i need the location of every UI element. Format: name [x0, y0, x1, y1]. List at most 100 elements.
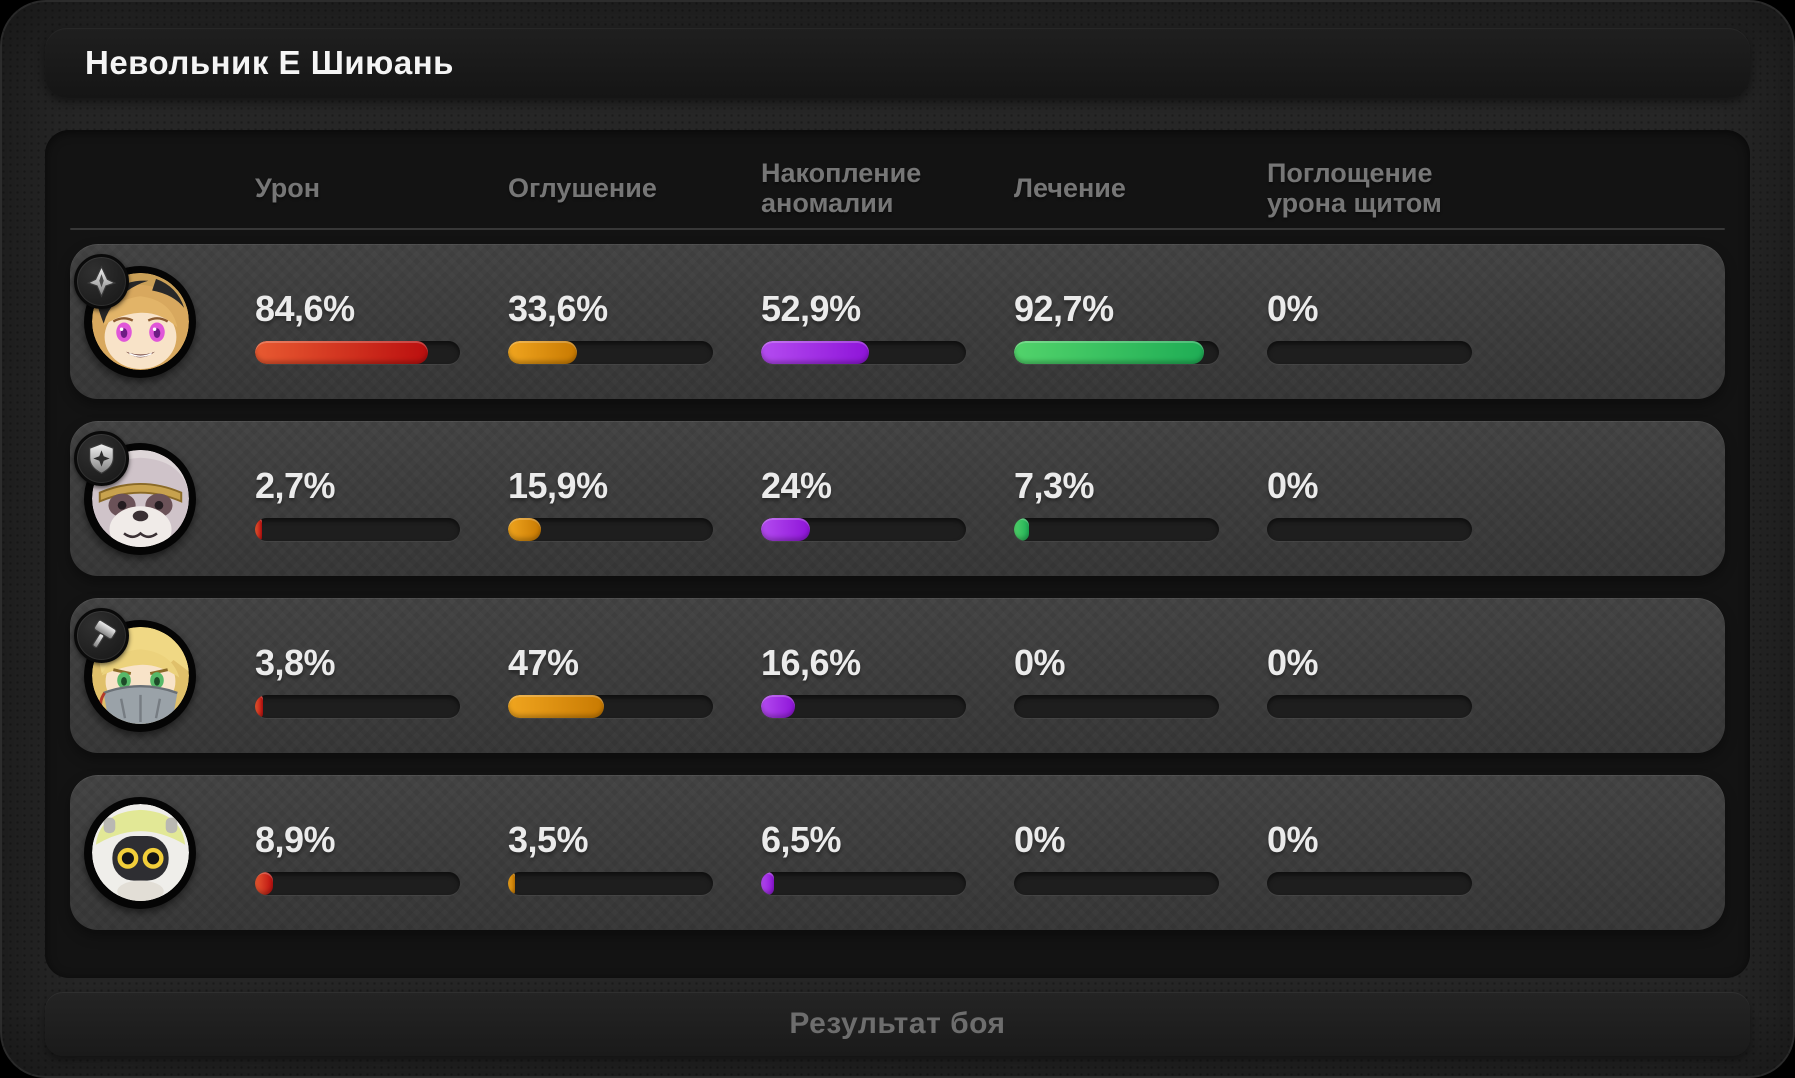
- stat-bar-track: [1267, 871, 1472, 895]
- column-header-stun: Оглушение: [508, 172, 657, 203]
- stat-cell-healing: 7,3%: [1014, 457, 1267, 541]
- stat-bar-fill: [761, 694, 796, 718]
- stat-bar-fill: [508, 694, 605, 718]
- stun-badge-icon: [74, 608, 129, 663]
- stat-bar-track: [761, 340, 966, 364]
- stat-bar-track: [255, 871, 460, 895]
- stat-row: 84,6% 33,6% 52,9% 92,7% 0%: [70, 244, 1725, 399]
- stat-bar-track: [1014, 871, 1219, 895]
- stat-cell-anomaly-buildup: 6,5%: [761, 811, 1014, 895]
- stat-cell-shield-absorb: 0%: [1267, 811, 1520, 895]
- stat-cell-shield-absorb: 0%: [1267, 280, 1520, 364]
- stat-bar-track: [255, 517, 460, 541]
- stat-value: 3,5%: [508, 818, 589, 860]
- stat-cell-damage: 8,9%: [255, 811, 508, 895]
- battle-result-label: Результат боя: [789, 1007, 1006, 1040]
- column-header-damage: Урон: [255, 172, 321, 203]
- page-title: Невольник Е Шиюань: [85, 44, 454, 81]
- stat-bar-track: [761, 517, 966, 541]
- stat-cell-anomaly-buildup: 16,6%: [761, 634, 1014, 718]
- stat-cell-shield-absorb: 0%: [1267, 457, 1520, 541]
- stat-bar-fill: [255, 871, 274, 895]
- stat-bar-track: [1014, 694, 1219, 718]
- stat-value: 0%: [1267, 818, 1319, 860]
- stat-value: 24%: [761, 464, 832, 506]
- stat-value: 84,6%: [255, 287, 355, 329]
- avatar-cell: [70, 421, 255, 576]
- stat-cell-stun: 15,9%: [508, 457, 761, 541]
- stat-value: 8,9%: [255, 818, 336, 860]
- column-headers: Урон Оглушение Накопление аномалии Лечение П…: [70, 152, 1725, 224]
- stat-value: 0%: [1014, 818, 1066, 860]
- stat-bar-track: [1267, 340, 1472, 364]
- stat-bar-fill: [761, 340, 870, 364]
- assault-badge-icon: [74, 254, 129, 309]
- stat-value: 0%: [1267, 641, 1319, 683]
- stat-bar-fill: [508, 871, 516, 895]
- stat-value: 33,6%: [508, 287, 608, 329]
- stat-row: 8,9% 3,5% 6,5% 0% 0%: [70, 775, 1725, 930]
- stat-cell-stun: 47%: [508, 634, 761, 718]
- stat-bar-track: [761, 871, 966, 895]
- stat-bar-fill: [1014, 340, 1205, 364]
- stat-value: 52,9%: [761, 287, 861, 329]
- stat-row: 2,7% 15,9% 24% 7,3% 0%: [70, 421, 1725, 576]
- stat-bar-fill: [508, 340, 577, 364]
- stat-value: 47%: [508, 641, 579, 683]
- stat-bar-fill: [508, 517, 541, 541]
- stat-cell-healing: 92,7%: [1014, 280, 1267, 364]
- stat-bar-track: [508, 694, 713, 718]
- stat-cell-stun: 33,6%: [508, 280, 761, 364]
- avatar-cell: [70, 244, 255, 399]
- stat-bar-track: [508, 517, 713, 541]
- stat-bar-track: [1267, 694, 1472, 718]
- defense-badge-icon: [74, 431, 129, 486]
- stat-value: 0%: [1014, 641, 1066, 683]
- stat-bar-fill: [761, 517, 811, 541]
- stat-value: 92,7%: [1014, 287, 1114, 329]
- column-header-shield-absorb: Поглощение урона щитом: [1267, 157, 1442, 218]
- stat-bar-fill: [1014, 517, 1029, 541]
- stat-bar-track: [1267, 517, 1472, 541]
- stat-cell-healing: 0%: [1014, 811, 1267, 895]
- column-header-healing: Лечение: [1014, 172, 1126, 203]
- stat-cell-anomaly-buildup: 52,9%: [761, 280, 1014, 364]
- stat-bar-fill: [255, 517, 262, 541]
- stat-bar-track: [761, 694, 966, 718]
- stat-value: 3,8%: [255, 641, 336, 683]
- stat-bar-track: [508, 871, 713, 895]
- character-4-avatar: [84, 796, 196, 909]
- avatar-cell: [70, 598, 255, 753]
- stat-value: 6,5%: [761, 818, 842, 860]
- column-header-anomaly-buildup: Накопление аномалии: [761, 157, 922, 218]
- stat-value: 0%: [1267, 287, 1319, 329]
- stat-cell-anomaly-buildup: 24%: [761, 457, 1014, 541]
- stat-cell-healing: 0%: [1014, 634, 1267, 718]
- stat-bar-fill: [761, 871, 775, 895]
- stats-panel: Урон Оглушение Накопление аномалии Лечение П…: [45, 130, 1750, 978]
- stat-value: 7,3%: [1014, 464, 1095, 506]
- battle-result-button[interactable]: Результат боя: [45, 992, 1750, 1056]
- stat-cell-damage: 3,8%: [255, 634, 508, 718]
- stat-bar-track: [1014, 340, 1219, 364]
- stats-rows: 84,6% 33,6% 52,9% 92,7% 0% 2,7% 15,9% 24% 7,3% 0%…: [70, 244, 1725, 930]
- stat-bar-track: [255, 340, 460, 364]
- title-bar: Невольник Е Шиюань: [45, 28, 1750, 98]
- stat-value: 0%: [1267, 464, 1319, 506]
- stat-value: 16,6%: [761, 641, 861, 683]
- stat-value: 2,7%: [255, 464, 336, 506]
- stat-cell-stun: 3,5%: [508, 811, 761, 895]
- stat-cell-damage: 2,7%: [255, 457, 508, 541]
- stat-bar-track: [1014, 517, 1219, 541]
- stat-bar-fill: [255, 694, 263, 718]
- stat-bar-fill: [255, 340, 429, 364]
- stat-bar-track: [255, 694, 460, 718]
- stat-cell-damage: 84,6%: [255, 280, 508, 364]
- stat-row: 3,8% 47% 16,6% 0% 0%: [70, 598, 1725, 753]
- stat-cell-shield-absorb: 0%: [1267, 634, 1520, 718]
- avatar-cell: [70, 775, 255, 930]
- header-divider: [70, 228, 1725, 230]
- stat-bar-track: [508, 340, 713, 364]
- stat-value: 15,9%: [508, 464, 608, 506]
